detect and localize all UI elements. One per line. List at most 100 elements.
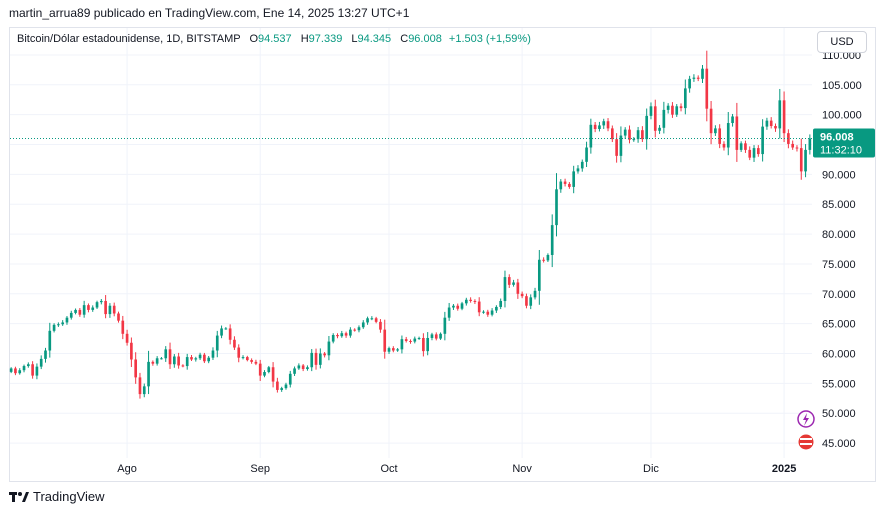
candle-body [623,129,627,136]
candle-body [361,322,365,328]
candle-body [731,116,734,124]
candle-body [18,370,22,374]
candle-body [499,300,503,307]
chart-legend: Bitcoin/Dólar estadounidense, 1D, BITSTA… [17,33,531,45]
candle-body [134,359,138,378]
candle-body [585,147,588,162]
candle-body [172,356,176,365]
candle-body [138,377,142,395]
chart-frame [9,27,876,482]
countdown-label: 11:32:10 [820,145,862,157]
candle-body [52,324,56,331]
candle-body [14,368,17,374]
candle-body [443,317,447,334]
currency-button[interactable]: USD [817,31,867,53]
high-label: H [300,33,309,45]
candle-body [203,354,206,362]
candle-body [632,139,636,141]
candle-body [666,105,670,110]
candle-body [237,347,241,358]
low-value: 94.345 [357,33,392,45]
y-tick-label: 90.000 [822,169,856,181]
candle-body [164,349,168,359]
candle-body [520,293,524,297]
candle-body [39,358,43,367]
candle-body [185,357,189,367]
candle-body [683,88,687,109]
candle-body [512,282,515,285]
candle-body [473,300,477,302]
candle-body [125,333,129,343]
candle-body [306,367,309,370]
candle-body [224,328,228,330]
candle-body [529,297,533,306]
candle-body [318,353,322,365]
candle-body [26,364,30,367]
open-value: 94.537 [258,33,292,45]
candle-body [82,305,86,315]
candle-body [22,366,26,371]
candle-body [714,128,717,134]
candle-body [658,127,661,131]
us-flag-event-icon [797,433,815,451]
candle-body [69,312,73,318]
candle-body [297,365,301,369]
candle-body [366,318,369,323]
candle-body [688,78,691,89]
candle-body [555,189,558,226]
candle-body [121,320,125,334]
candle-body [636,130,640,140]
candle-body [653,106,657,131]
candle-body [791,143,795,148]
us-flag-event-stripe [800,443,812,445]
candle-body [722,143,726,148]
candle-body [752,148,756,158]
candle-body [808,138,812,150]
candle-body [774,126,777,129]
candle-body [696,77,700,79]
candle-body [464,299,468,304]
tradingview-logo[interactable]: TradingView [9,489,105,504]
candle-body [761,126,764,155]
candle-body [151,361,155,364]
candle-body [263,372,266,376]
candle-body [374,318,378,322]
candle-body [426,337,430,352]
candle-body [542,259,545,261]
candle-body [598,125,601,129]
candle-body [593,124,597,129]
candle-body [701,68,704,79]
candle-body [301,365,305,370]
candle-body [99,300,103,303]
candle-body [434,334,438,339]
y-tick-label: 85.000 [822,199,856,211]
candle-body [9,368,13,372]
candle-body [559,181,563,190]
last-price-label: 96.008 [820,132,854,144]
y-tick-label: 55.000 [822,378,856,390]
candle-body [550,225,554,255]
candle-body [198,354,202,359]
candle-body [181,365,185,367]
close-label: C [400,33,409,45]
candle-body [490,310,494,315]
open-label: O [249,33,258,45]
x-tick-label: Sep [250,463,270,475]
candle-body [799,148,803,172]
candle-body [95,302,99,308]
y-tick-label: 65.000 [822,319,856,331]
candle-body [404,339,408,341]
publish-header: martin_arrua89 publicado en TradingView.… [9,6,410,20]
candle-body [340,333,344,337]
candle-body [675,106,679,115]
x-tick-label: Ago [117,463,137,475]
candle-body [778,100,782,129]
candle-body [276,381,279,390]
candle-body [452,305,455,308]
candle-body [619,135,623,156]
last-price-badge [813,128,875,158]
candle-body [503,277,507,301]
candle-body [756,148,760,155]
candle-body [610,128,614,140]
